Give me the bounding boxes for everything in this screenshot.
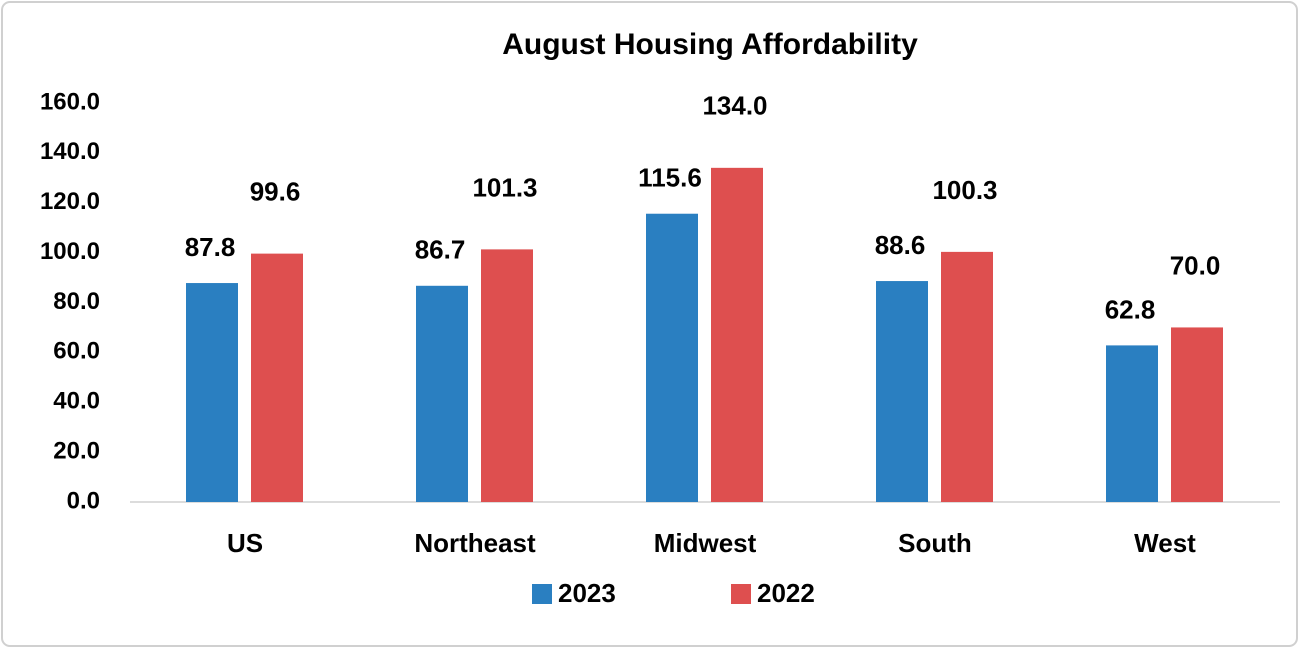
bar <box>646 213 698 502</box>
y-tick-label: 160.0 <box>40 88 100 115</box>
bar <box>186 283 238 502</box>
data-label: 87.8 <box>185 232 236 262</box>
data-label: 70.0 <box>1170 250 1221 280</box>
y-tick-label: 80.0 <box>53 288 100 315</box>
bar <box>416 285 468 502</box>
y-tick-label: 40.0 <box>53 388 100 415</box>
bar <box>1106 345 1158 502</box>
data-label: 134.0 <box>702 91 767 121</box>
data-label: 88.6 <box>875 230 926 260</box>
y-tick-label: 100.0 <box>40 238 100 265</box>
y-tick-label: 20.0 <box>53 437 100 464</box>
y-tick-label: 120.0 <box>40 188 100 215</box>
x-tick-label: West <box>1134 528 1196 558</box>
data-label: 86.7 <box>415 235 466 265</box>
x-tick-label: US <box>227 528 263 558</box>
data-label: 62.8 <box>1105 294 1156 324</box>
bar <box>876 281 928 502</box>
y-tick-label: 60.0 <box>53 338 100 365</box>
y-tick-label: 0.0 <box>67 487 100 514</box>
bar <box>251 253 303 502</box>
bar <box>481 249 533 502</box>
data-label: 101.3 <box>472 172 537 202</box>
legend-label: 2022 <box>757 578 815 608</box>
legend-swatch <box>731 584 751 604</box>
x-tick-label: Northeast <box>414 528 536 558</box>
bar <box>1171 327 1223 502</box>
data-label: 99.6 <box>250 176 301 206</box>
x-tick-label: Midwest <box>654 528 757 558</box>
chart-title: August Housing Affordability <box>502 28 918 61</box>
data-label: 100.3 <box>932 175 997 205</box>
x-tick-label: South <box>898 528 972 558</box>
legend-label: 2023 <box>558 578 616 608</box>
y-tick-label: 140.0 <box>40 138 100 165</box>
data-label: 115.6 <box>638 163 702 193</box>
legend-swatch <box>532 584 552 604</box>
bar <box>941 251 993 502</box>
bar <box>711 167 763 502</box>
